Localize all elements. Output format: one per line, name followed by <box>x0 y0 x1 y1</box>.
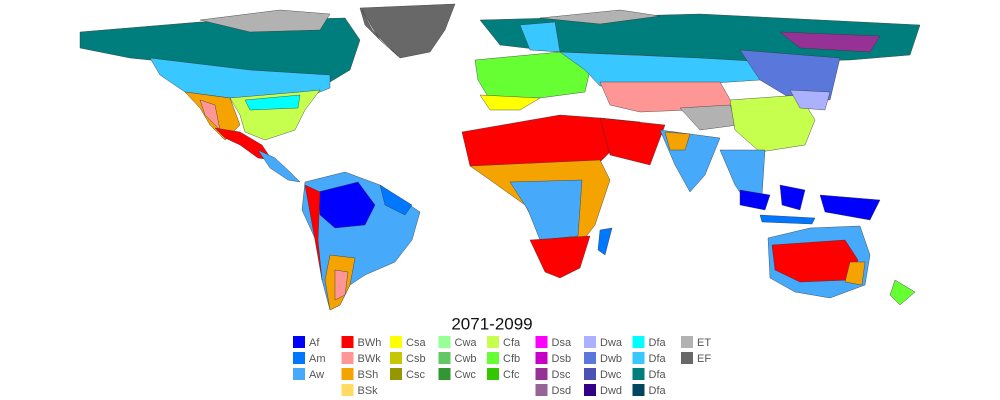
legend-label: ET <box>697 337 711 349</box>
legend-label: Dsa <box>552 337 572 349</box>
world-map <box>79 3 921 311</box>
legend-label: BWk <box>358 353 382 365</box>
legend-label: Cfc <box>503 369 520 381</box>
legend-swatch <box>341 368 354 380</box>
legend-swatch <box>535 352 548 364</box>
legend-swatch <box>390 352 402 364</box>
legend-swatch <box>584 352 596 364</box>
legend-swatch <box>487 336 499 348</box>
legend-label: Cwb <box>455 353 477 365</box>
legend-swatch <box>487 368 499 380</box>
legend-label: Af <box>309 337 320 349</box>
legend-swatch <box>584 336 596 348</box>
legend-title: 2071-2099 <box>451 314 532 333</box>
legend-swatch <box>584 368 596 380</box>
legend-label: Dwc <box>600 369 622 381</box>
legend-swatch <box>390 336 402 348</box>
legend-label: Aw <box>309 369 324 381</box>
legend-label: Csa <box>406 337 426 349</box>
legend-swatch <box>341 352 354 364</box>
legend-label: Cwa <box>455 337 478 349</box>
legend-label: Dsb <box>552 353 572 365</box>
legend-swatch <box>584 384 596 396</box>
legend-swatch <box>438 368 451 380</box>
legend-swatch <box>390 368 402 380</box>
legend-swatch <box>293 336 305 348</box>
legend-swatch <box>681 336 693 348</box>
legend-label: Dwb <box>600 353 622 365</box>
legend-label: Dwd <box>600 385 622 397</box>
legend-swatch <box>632 352 645 364</box>
legend-swatch <box>681 352 693 364</box>
legend-swatch <box>341 384 354 396</box>
legend-label: EF <box>697 353 711 365</box>
legend-swatch <box>632 368 645 380</box>
legend-swatch <box>535 368 548 380</box>
legend-label: Cwc <box>455 369 477 381</box>
legend-swatch <box>341 336 354 348</box>
legend-swatch <box>632 384 645 396</box>
legend-label: BSk <box>358 385 379 397</box>
legend-label: Cfb <box>503 353 520 365</box>
legend-label: Dfa <box>649 369 667 381</box>
legend-label: Dwa <box>600 337 623 349</box>
legend-swatch <box>293 368 305 380</box>
legend-swatch <box>632 336 645 348</box>
legend-label: Dsd <box>552 385 572 397</box>
legend-label: BWh <box>358 337 382 349</box>
legend-label: Dfa <box>649 337 667 349</box>
legend-label: Dsc <box>552 369 571 381</box>
legend-swatch <box>487 352 499 364</box>
legend-label: Dfa <box>649 385 667 397</box>
legend-label: Dfa <box>649 353 667 365</box>
legend-swatch <box>438 336 451 348</box>
legend-label: BSh <box>358 369 379 381</box>
legend-label: Cfa <box>503 337 521 349</box>
legend: Af Am Aw BWh BWk BSh BSk Csa Csb Csc Cwa Cwb Cwc Cfa C… <box>293 336 711 397</box>
legend-label: Csc <box>406 369 425 381</box>
legend-label: Am <box>309 353 326 365</box>
legend-swatch <box>535 336 548 348</box>
legend-label: Csb <box>406 353 426 365</box>
legend-swatch <box>438 352 451 364</box>
legend-swatch <box>535 384 548 396</box>
legend-swatch <box>293 352 305 364</box>
